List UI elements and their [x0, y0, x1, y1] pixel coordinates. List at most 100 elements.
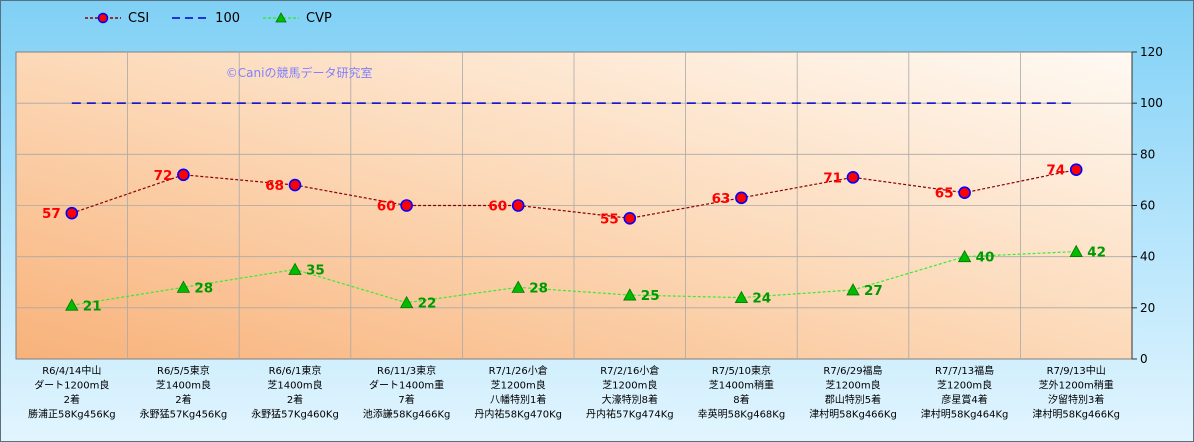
- x-tick-label-line: 芝1200m良: [825, 379, 880, 392]
- reference-line-legend-icon: [172, 17, 209, 19]
- x-tick-label-line: 8着: [733, 393, 749, 406]
- x-tick-label-line: R7/7/13福島: [935, 364, 994, 377]
- cvp-data-label: 24: [752, 291, 771, 307]
- csi-point: [846, 171, 860, 184]
- x-tick-label-line: 芝1400m稍重: [709, 379, 774, 392]
- cvp-data-label: 42: [1087, 245, 1106, 261]
- csi-point: [177, 168, 190, 182]
- legend-item-100: 100: [171, 11, 240, 26]
- cvp-point: [511, 280, 525, 293]
- x-tick-label-line: 八幡特別1着: [490, 393, 546, 406]
- x-tick-label: R7/6/29福島芝1200m良郡山特別5着津村明58Kg466Kg: [809, 364, 897, 421]
- legend-label-csi: CSI: [128, 10, 150, 26]
- series-lines: [71, 102, 1077, 306]
- x-tick-label-line: 芝外1200m稍重: [1039, 379, 1114, 392]
- y-tick-label: 80: [1140, 147, 1155, 161]
- csi-legend-marker-icon: [85, 12, 121, 24]
- cvp-point: [65, 298, 79, 311]
- legend-label-cvp: CVP: [306, 10, 332, 26]
- cvp-point: [288, 262, 302, 275]
- x-tick-label-line: 2着: [64, 393, 80, 406]
- x-tick-label: R7/7/13福島芝1200m良彦星賞4着津村明58Kg464Kg: [921, 364, 1009, 421]
- x-tick-label-line: 永野猛57Kg460Kg: [251, 408, 339, 421]
- x-axis-labels: R6/4/14中山ダート1200m良 2着勝浦正58Kg456KgR6/5/5東京…: [28, 364, 1120, 421]
- csi-point: [288, 178, 302, 192]
- x-tick-label-line: 津村明58Kg466Kg: [1032, 408, 1120, 421]
- x-tick-label-line: 津村明58Kg466Kg: [809, 408, 897, 421]
- x-tick-label-line: 丹内祐57Kg474Kg: [586, 408, 674, 421]
- x-tick-label: R7/5/10東京芝1400m稍重 8着幸英明58Kg468Kg: [698, 364, 786, 421]
- x-tick-label-line: R7/5/10東京: [712, 364, 771, 377]
- cvp-point: [846, 283, 860, 296]
- y-tick-label: 60: [1140, 199, 1155, 213]
- y-tick-label: 20: [1140, 301, 1155, 315]
- cvp-data-label: 27: [864, 283, 883, 299]
- cvp-data-label: 21: [83, 298, 102, 314]
- x-tick-label-line: R7/6/29福島: [823, 364, 882, 377]
- x-tick-label-line: 郡山特別5着: [825, 393, 881, 406]
- x-tick-label-line: 彦星賞4着: [941, 393, 987, 406]
- x-tick-label-line: 大濠特別8着: [602, 393, 658, 406]
- cvp-point: [734, 290, 749, 304]
- x-tick-label-line: 津村明58Kg464Kg: [921, 408, 1009, 421]
- csi-data-label: 60: [377, 199, 396, 215]
- cvp-point: [399, 295, 414, 309]
- x-tick-label-line: 丹内祐58Kg470Kg: [474, 408, 562, 421]
- cvp-data-label: 28: [529, 280, 548, 296]
- legend-label-100: 100: [215, 10, 240, 26]
- y-axis: 0 20 40 60 80 100 120: [1131, 45, 1163, 366]
- cvp-point: [1069, 244, 1083, 257]
- x-tick-label-line: ダート1400m重: [369, 379, 444, 392]
- csi-data-label: 63: [712, 191, 731, 207]
- cvp-data-label: 35: [306, 262, 325, 278]
- csi-point: [65, 206, 79, 220]
- x-tick-label-line: 芝1200m良: [937, 379, 992, 392]
- cvp-point: [176, 280, 191, 293]
- x-tick-label-line: 2着: [287, 393, 303, 406]
- x-tick-label-line: 芝1400m良: [156, 379, 211, 392]
- csi-data-label: 74: [1046, 163, 1065, 179]
- x-tick-label-line: R6/6/1東京: [269, 364, 322, 377]
- x-tick-label-line: R6/4/14中山: [42, 364, 101, 377]
- cvp-data-label: 40: [976, 250, 995, 266]
- cvp-legend-marker-icon: [263, 12, 299, 23]
- csi-point: [623, 211, 637, 225]
- x-tick-label-line: R6/11/3東京: [377, 364, 436, 377]
- x-tick-label: R6/4/14中山ダート1200m良 2着勝浦正58Kg456Kg: [28, 364, 116, 421]
- csi-data-label: 60: [488, 199, 507, 215]
- x-tick-label-line: 幸英明58Kg468Kg: [698, 408, 786, 421]
- x-tick-label: R6/11/3東京ダート1400m重 7着池添謙58Kg466Kg: [363, 364, 451, 421]
- csi-data-label: 72: [154, 168, 173, 184]
- x-tick-label: R6/5/5東京芝1400m良 2着永野猛57Kg456Kg: [140, 364, 228, 421]
- x-tick-label-line: R6/5/5東京: [157, 364, 210, 377]
- cvp-point: [957, 249, 972, 263]
- csi-point: [400, 199, 413, 212]
- series-markers: [65, 163, 1083, 311]
- x-tick-label-line: 芝1200m良: [602, 379, 657, 392]
- x-tick-label: R7/1/26小倉芝1200m良八幡特別1着丹内祐58Kg470Kg: [474, 364, 562, 421]
- cvp-data-label: 25: [641, 288, 660, 304]
- x-tick-label: R7/9/13中山芝外1200m稍重汐留特別3着津村明58Kg466Kg: [1032, 364, 1120, 421]
- csi-point: [1069, 163, 1083, 176]
- x-tick-label-line: 永野猛57Kg456Kg: [140, 408, 228, 421]
- csi-point: [511, 199, 525, 212]
- x-tick-label-line: 芝1200m良: [491, 379, 546, 392]
- csi-data-label: 55: [600, 211, 619, 227]
- x-tick-label: R7/2/16小倉芝1200m良大濠特別8着丹内祐57Kg474Kg: [586, 364, 674, 421]
- legend-item-csi: CSI: [84, 11, 149, 26]
- x-tick-label-line: 汐留特別3着: [1048, 393, 1104, 406]
- csi-data-label: 68: [265, 178, 284, 194]
- watermark: ©Caniの競馬データ研究室: [226, 65, 373, 80]
- cvp-data-label: 28: [194, 280, 213, 296]
- x-tick-label-line: 勝浦正58Kg456Kg: [28, 408, 116, 421]
- csi-point: [735, 191, 748, 205]
- x-tick-label: R6/6/1東京芝1400m良 2着永野猛57Kg460Kg: [251, 364, 339, 421]
- legend-item-cvp: CVP: [262, 11, 332, 26]
- legend: CSI 100 CVP: [84, 6, 332, 30]
- cvp-series-line: [71, 250, 1077, 306]
- x-tick-label-line: 芝1400m良: [267, 379, 322, 392]
- x-tick-label-line: ダート1200m良: [34, 379, 109, 392]
- x-tick-label-line: 7着: [398, 393, 414, 406]
- cvp-data-label: 22: [418, 296, 437, 312]
